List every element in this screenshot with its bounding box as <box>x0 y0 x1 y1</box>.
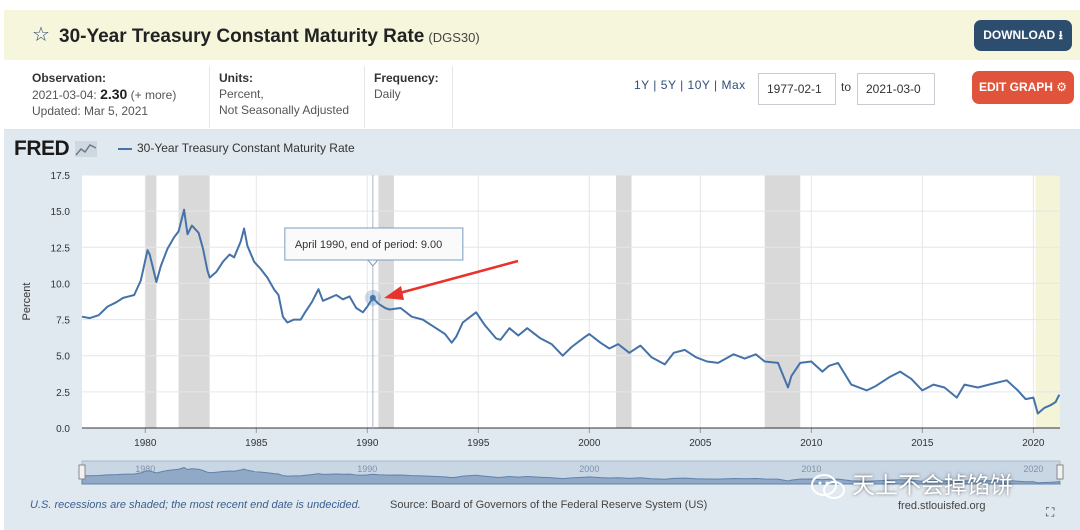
x-tick-label: 2020 <box>1022 438 1045 449</box>
legend-label: 30-Year Treasury Constant Maturity Rate <box>137 141 355 155</box>
legend-swatch <box>118 147 132 150</box>
recession-band <box>615 175 632 428</box>
x-tick-label: 2010 <box>800 438 823 449</box>
fred-url[interactable]: fred.stlouisfed.org <box>898 500 986 512</box>
units-line1: Percent, <box>219 87 264 101</box>
range-1y-link[interactable]: 1Y <box>634 78 650 92</box>
frequency-block: Frequency: Daily <box>374 70 439 102</box>
series-title-text: 30-Year Treasury Constant Maturity Rate <box>59 26 425 47</box>
navigator-label: 1990 <box>357 464 377 474</box>
navigator-label: 2010 <box>801 464 821 474</box>
recession-note: U.S. recessions are shaded; the most rec… <box>30 499 361 511</box>
to-label: to <box>841 80 852 94</box>
annotation-arrow-head <box>384 286 404 300</box>
series-title: 30-Year Treasury Constant Maturity Rate(… <box>59 26 480 49</box>
frequency-label: Frequency: <box>374 71 439 85</box>
download-icon: ⭳ <box>1058 28 1063 42</box>
recession-band <box>178 175 210 428</box>
y-tick-label: 7.5 <box>56 316 70 327</box>
fred-logo-graph-icon <box>74 141 97 158</box>
series-meta-bar: Observation: 2021-03-04: 2.30 (+ more) U… <box>4 60 1080 130</box>
y-tick-label: 17.5 <box>51 171 71 182</box>
observation-block: Observation: 2021-03-04: 2.30 (+ more) U… <box>32 70 176 119</box>
fullscreen-icon[interactable]: ⛶ <box>1046 505 1055 519</box>
download-button[interactable]: DOWNLOAD ⭳ <box>974 20 1072 51</box>
hover-point <box>369 294 376 301</box>
meta-divider <box>209 66 210 128</box>
x-tick-label: 1990 <box>356 438 379 449</box>
series-header: ☆ 30-Year Treasury Constant Maturity Rat… <box>4 10 1080 60</box>
navigator-area <box>81 467 1061 485</box>
wechat-icon <box>811 473 845 499</box>
range-selector: 1Y | 5Y | 10Y | Max <box>634 78 746 92</box>
range-max-link[interactable]: Max <box>721 78 746 92</box>
observation-label: Observation: <box>32 71 107 85</box>
watermark-text: 天上不会掉馅饼 <box>852 473 1013 499</box>
y-tick-label: 5.0 <box>56 352 70 363</box>
units-line2: Not Seasonally Adjusted <box>219 103 350 117</box>
y-tick-label: 15.0 <box>51 207 71 218</box>
recession-band <box>764 175 801 428</box>
observation-date: 2021-03-04: <box>32 88 97 102</box>
fred-logo-text: FRED <box>14 137 70 160</box>
recession-band <box>1035 175 1060 428</box>
range-10y-link[interactable]: 10Y <box>687 78 711 92</box>
units-block: Units: Percent, Not Seasonally Adjusted <box>219 70 349 118</box>
edit-graph-label: EDIT GRAPH <box>978 80 1053 94</box>
recession-band <box>145 175 157 428</box>
observation-value: 2.30 <box>100 86 128 102</box>
range-5y-link[interactable]: 5Y <box>660 78 677 92</box>
end-date-input[interactable]: 2021-03-0 <box>857 73 935 105</box>
meta-divider <box>452 66 453 128</box>
y-tick-label: 2.5 <box>56 388 70 399</box>
annotation-arrow-shaft <box>395 259 519 296</box>
x-tick-label: 2000 <box>578 438 601 449</box>
x-tick-label: 2015 <box>911 438 934 449</box>
navigator-label: 2020 <box>1023 464 1043 474</box>
plot-area <box>82 175 1060 428</box>
series-line[interactable] <box>81 208 1061 415</box>
fred-logo: FRED <box>14 137 97 161</box>
units-label: Units: <box>219 71 253 85</box>
x-tick-label: 1985 <box>245 438 268 449</box>
start-date-input[interactable]: 1977-02-1 <box>758 73 836 105</box>
frequency-value: Daily <box>374 87 401 101</box>
navigator-handle-left[interactable] <box>78 464 86 480</box>
x-tick-label: 2005 <box>689 438 712 449</box>
observation-more-link[interactable]: (+ more) <box>130 88 177 102</box>
watermark: 天上不会掉馅饼 <box>810 466 1013 501</box>
navigator-handle-right[interactable] <box>1056 464 1064 480</box>
x-tick-label: 1995 <box>467 438 490 449</box>
gear-icon: ⚙ <box>1056 80 1068 94</box>
source-note: Source: Board of Governors of the Federa… <box>390 499 708 511</box>
star-outline-icon[interactable]: ☆ <box>32 24 50 46</box>
series-id: (DGS30) <box>428 30 480 45</box>
y-tick-label: 0.0 <box>56 424 70 435</box>
edit-graph-button[interactable]: EDIT GRAPH ⚙ <box>972 71 1074 104</box>
y-tick-label: 12.5 <box>51 243 71 254</box>
y-tick-label: 10.0 <box>51 279 71 290</box>
recession-band <box>378 175 394 428</box>
navigator-label: 2000 <box>579 464 599 474</box>
y-axis-label: Percent <box>21 283 33 321</box>
tooltip-text: April 1990, end of period: 9.00 <box>295 239 442 251</box>
tooltip-box <box>284 227 464 261</box>
download-label: DOWNLOAD <box>983 28 1056 42</box>
meta-divider <box>364 66 365 128</box>
x-tick-label: 1980 <box>134 438 157 449</box>
tooltip-pointer <box>366 259 379 267</box>
navigator-label: 1980 <box>135 464 155 474</box>
updated-date: Updated: Mar 5, 2021 <box>32 104 149 118</box>
chart-legend: 30-Year Treasury Constant Maturity Rate <box>118 141 355 155</box>
